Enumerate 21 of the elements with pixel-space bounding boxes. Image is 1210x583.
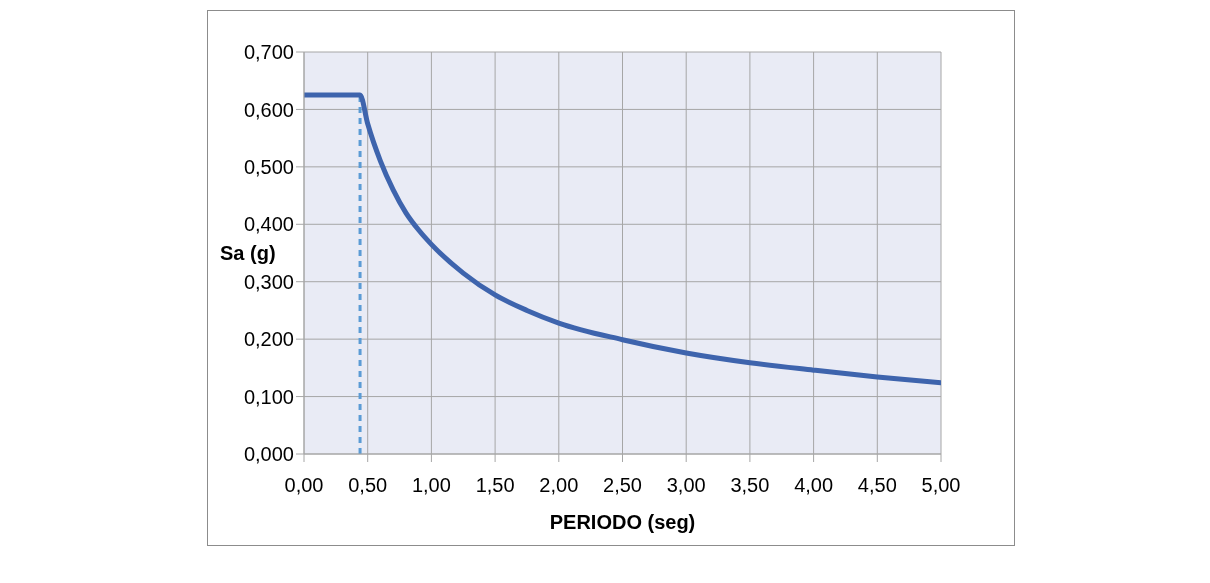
y-tick-label: 0,200 xyxy=(243,328,294,351)
x-tick-label: 0,50 xyxy=(348,474,388,497)
x-axis-title: PERIODO (seg) xyxy=(549,511,696,533)
x-tick-label: 3,00 xyxy=(666,474,706,497)
y-tick-label: 0,300 xyxy=(243,270,294,293)
x-tick-label: 2,00 xyxy=(539,474,579,497)
x-tick-label: 0,00 xyxy=(284,474,324,497)
y-axis-title: Sa (g) xyxy=(220,242,276,265)
x-tick-label: 1,00 xyxy=(411,474,451,497)
y-tick-label: 0,700 xyxy=(243,41,294,64)
y-tick-label: 0,100 xyxy=(243,385,294,408)
y-tick-label: 0,400 xyxy=(243,213,294,236)
y-tick-label: 0,600 xyxy=(243,98,294,121)
x-tick-label: 4,00 xyxy=(794,474,834,497)
x-tick-label: 3,50 xyxy=(730,474,770,497)
x-tick-label: 1,50 xyxy=(475,474,515,497)
y-tick-label: 0,500 xyxy=(243,155,294,178)
x-tick-label: 4,50 xyxy=(857,474,897,497)
x-tick-label: 2,50 xyxy=(603,474,642,497)
x-tick-label: 5,00 xyxy=(921,474,961,497)
y-tick-label: 0,000 xyxy=(243,443,294,466)
